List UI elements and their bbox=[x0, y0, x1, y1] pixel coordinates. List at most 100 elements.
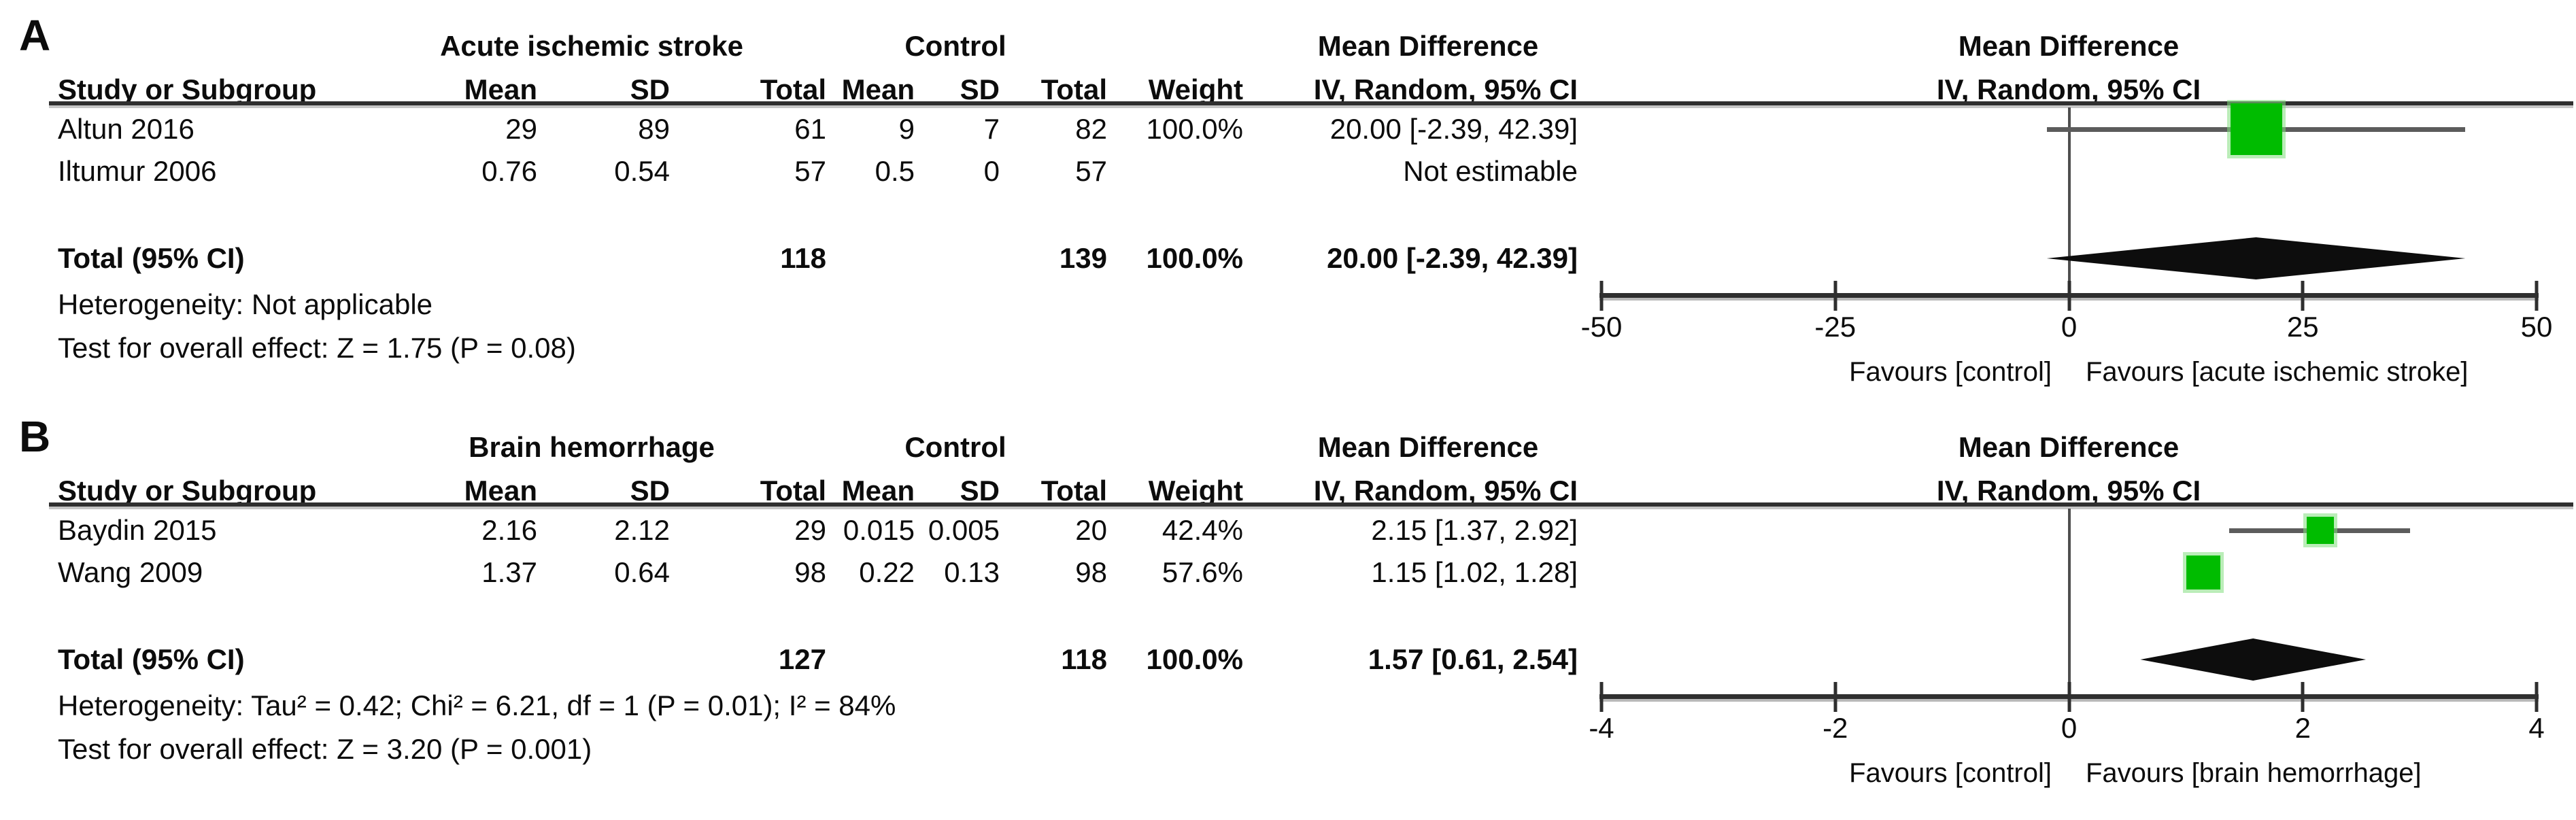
header-rule bbox=[49, 101, 2573, 108]
summary-diamond bbox=[2046, 237, 2466, 279]
axis-tick bbox=[1833, 682, 1837, 712]
summary-diamond bbox=[2140, 638, 2367, 681]
total-ctrl-value: 98 bbox=[1075, 556, 1107, 588]
plot-area: -4 -2 0 2 4 bbox=[0, 401, 2576, 820]
col-header-mean-exp: Mean bbox=[464, 475, 537, 507]
axis-tick-label: -25 bbox=[1814, 311, 1857, 343]
total-ctrl-value: 82 bbox=[1075, 113, 1107, 145]
axis-tick bbox=[2301, 682, 2305, 712]
sd-ctrl-value: 0.005 bbox=[928, 514, 1000, 546]
table-row: Baydin 2015 2.16 2.12 29 0.015 0.005 20 … bbox=[0, 511, 2576, 549]
col-header-mean-exp: Mean bbox=[464, 73, 537, 105]
col-header-sd-ctrl: SD bbox=[960, 475, 1000, 507]
total-exp-value: 98 bbox=[794, 556, 826, 588]
axis-tick-label: -2 bbox=[1823, 712, 1848, 744]
mean-ctrl-value: 0.015 bbox=[843, 514, 915, 546]
total-ctrl-sum: 118 bbox=[1061, 643, 1107, 675]
total-ci-text: 1.57 [0.61, 2.54] bbox=[1368, 643, 1578, 675]
heterogeneity-row: Heterogeneity: Not applicable bbox=[0, 286, 2576, 324]
panel-a-label: A bbox=[19, 11, 51, 60]
axis-tick-label: 2 bbox=[2294, 712, 2311, 744]
mean-ctrl-value: 0.22 bbox=[859, 556, 915, 588]
table-row: Iltumur 2006 0.76 0.54 57 0.5 0 57 Not e… bbox=[0, 152, 2576, 190]
mean-exp-value: 0.76 bbox=[481, 155, 537, 187]
col-header-study: Study or Subgroup bbox=[58, 73, 317, 105]
col-header-mean-ctrl: Mean bbox=[841, 73, 915, 105]
column-header-row: Study or Subgroup Mean SD Total Mean SD … bbox=[0, 71, 2576, 109]
total-ctrl-sum: 139 bbox=[1059, 242, 1107, 274]
col-header-total-ctrl: Total bbox=[1040, 73, 1107, 105]
mean-exp-value: 1.37 bbox=[481, 556, 537, 588]
effect-plot-header: Mean Difference bbox=[1958, 30, 2180, 62]
axis-tick-label: -4 bbox=[1589, 712, 1614, 744]
study-label: Wang 2009 bbox=[58, 556, 203, 588]
sd-exp-value: 89 bbox=[638, 113, 670, 145]
study-square-marker bbox=[2307, 517, 2334, 544]
total-exp-value: 61 bbox=[794, 113, 826, 145]
effect-table-header: Mean Difference bbox=[1317, 431, 1539, 463]
weight-value: 57.6% bbox=[1162, 556, 1243, 588]
zero-line bbox=[2067, 509, 2071, 697]
col-header-total-ctrl: Total bbox=[1040, 475, 1107, 507]
col-header-ci-table: IV, Random, 95% CI bbox=[1313, 73, 1578, 105]
sd-exp-value: 2.12 bbox=[614, 514, 670, 546]
total-label: Total (95% CI) bbox=[58, 643, 245, 675]
panel-a: A Acute ischemic stroke Control Mean Dif… bbox=[0, 0, 2576, 408]
col-header-ci-table: IV, Random, 95% CI bbox=[1313, 475, 1578, 507]
total-weight: 100.0% bbox=[1146, 242, 1243, 274]
axis-tick-label: 0 bbox=[2061, 712, 2078, 744]
study-square-marker bbox=[2231, 103, 2282, 155]
mean-exp-value: 2.16 bbox=[481, 514, 537, 546]
sd-ctrl-value: 0.13 bbox=[944, 556, 1000, 588]
ci-text-value: 1.15 [1.02, 1.28] bbox=[1371, 556, 1578, 588]
total-label: Total (95% CI) bbox=[58, 242, 245, 274]
axis-tick bbox=[2535, 682, 2539, 712]
axis-tick-label: 50 bbox=[2520, 311, 2553, 343]
axis-tick bbox=[2067, 281, 2071, 311]
control-group-header: Control bbox=[904, 431, 1006, 463]
experimental-group-header: Brain hemorrhage bbox=[469, 431, 715, 463]
col-header-study: Study or Subgroup bbox=[58, 475, 317, 507]
panel-b: B Brain hemorrhage Control Mean Differen… bbox=[0, 401, 2576, 820]
col-header-weight: Weight bbox=[1148, 73, 1243, 105]
table-row: Wang 2009 1.37 0.64 98 0.22 0.13 98 57.6… bbox=[0, 553, 2576, 592]
effect-table-header: Mean Difference bbox=[1317, 30, 1539, 62]
ci-text-value: 2.15 [1.37, 2.92] bbox=[1371, 514, 1578, 546]
total-ctrl-value: 20 bbox=[1075, 514, 1107, 546]
ci-text-value: Not estimable bbox=[1403, 155, 1578, 187]
axis-tick bbox=[1599, 281, 1604, 311]
sd-exp-value: 0.54 bbox=[614, 155, 670, 187]
study-label: Altun 2016 bbox=[58, 113, 194, 145]
col-header-total-exp: Total bbox=[760, 73, 826, 105]
favours-left-label: Favours [control] bbox=[1849, 758, 2052, 788]
total-row: Total (95% CI) 118 139 100.0% 20.00 [-2.… bbox=[0, 239, 2576, 277]
heterogeneity-text: Heterogeneity: Tau² = 0.42; Chi² = 6.21,… bbox=[58, 689, 896, 721]
sd-exp-value: 0.64 bbox=[614, 556, 670, 588]
weight-value: 100.0% bbox=[1146, 113, 1243, 145]
axis-tick bbox=[2301, 281, 2305, 311]
col-header-mean-ctrl: Mean bbox=[841, 475, 915, 507]
overall-effect-text: Test for overall effect: Z = 1.75 (P = 0… bbox=[58, 332, 576, 364]
col-header-weight: Weight bbox=[1148, 475, 1243, 507]
mean-exp-value: 29 bbox=[505, 113, 537, 145]
overall-effect-row: Test for overall effect: Z = 1.75 (P = 0… bbox=[0, 329, 2576, 367]
total-exp-value: 57 bbox=[794, 155, 826, 187]
panel-b-label: B bbox=[19, 412, 51, 461]
table-row: Altun 2016 29 89 61 9 7 82 100.0% 20.00 … bbox=[0, 110, 2576, 148]
group-header-row: Acute ischemic stroke Control Mean Diffe… bbox=[0, 27, 2576, 65]
axis-tick-label: 25 bbox=[2286, 311, 2319, 343]
total-ci-text: 20.00 [-2.39, 42.39] bbox=[1327, 242, 1578, 274]
axis-tick-label: -50 bbox=[1580, 311, 1623, 343]
favours-left-label: Favours [control] bbox=[1849, 357, 2052, 387]
total-ctrl-value: 57 bbox=[1075, 155, 1107, 187]
sd-ctrl-value: 0 bbox=[983, 155, 1000, 187]
ci-text-value: 20.00 [-2.39, 42.39] bbox=[1329, 113, 1578, 145]
favours-right-label: Favours [acute ischemic stroke] bbox=[2086, 357, 2469, 387]
total-exp-sum: 118 bbox=[780, 242, 826, 274]
mean-ctrl-value: 9 bbox=[898, 113, 915, 145]
axis-tick bbox=[2067, 682, 2071, 712]
axis-tick bbox=[2535, 281, 2539, 311]
zero-line bbox=[2067, 107, 2071, 296]
weight-value: 42.4% bbox=[1162, 514, 1243, 546]
control-group-header: Control bbox=[904, 30, 1006, 62]
